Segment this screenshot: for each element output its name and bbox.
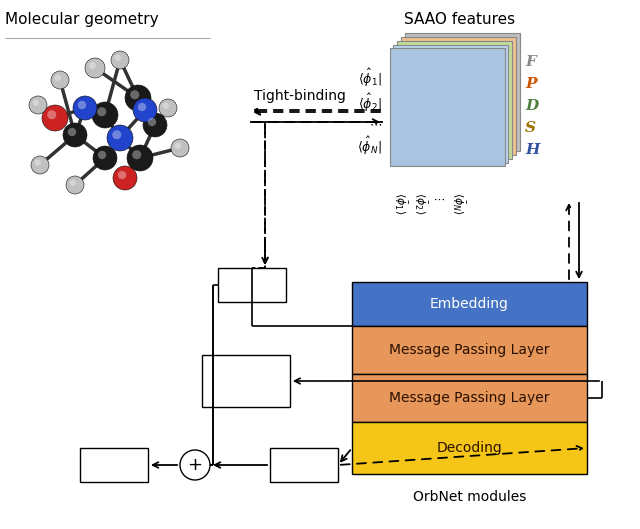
Circle shape [51, 71, 69, 89]
Circle shape [29, 96, 47, 114]
Text: P: P [525, 77, 536, 91]
Circle shape [97, 107, 106, 116]
Text: $+$: $+$ [188, 456, 203, 474]
Bar [270, 448, 338, 482]
Circle shape [143, 113, 167, 137]
Circle shape [33, 99, 39, 106]
Circle shape [31, 156, 49, 174]
Text: $\langle\bar{\phi}_N\rangle$: $\langle\bar{\phi}_N\rangle$ [450, 192, 466, 215]
Circle shape [63, 123, 87, 147]
Text: Tight-binding: Tight-binding [254, 89, 346, 103]
Text: $\vdots$: $\vdots$ [431, 192, 445, 200]
Circle shape [68, 128, 76, 136]
Circle shape [133, 98, 157, 122]
Text: Message Passing Layer: Message Passing Layer [389, 343, 550, 357]
Circle shape [78, 101, 86, 109]
Text: $E_{\mathrm{NN}}$: $E_{\mathrm{NN}}$ [291, 455, 317, 475]
Circle shape [159, 99, 177, 117]
Circle shape [138, 103, 146, 111]
Circle shape [163, 103, 169, 109]
Circle shape [112, 130, 122, 139]
Circle shape [73, 96, 97, 120]
Circle shape [125, 85, 151, 111]
Circle shape [70, 180, 76, 186]
Circle shape [180, 450, 210, 480]
Circle shape [107, 125, 133, 151]
Text: SAAO features: SAAO features [404, 12, 516, 27]
Bar [352, 422, 587, 474]
Bar [352, 374, 587, 422]
Text: Auxiliary
Targets: Auxiliary Targets [219, 367, 273, 395]
Bar [393, 45, 508, 163]
Text: D: D [525, 99, 538, 113]
Text: $\langle\bar{\phi}_1\rangle$: $\langle\bar{\phi}_1\rangle$ [392, 192, 408, 214]
Circle shape [132, 150, 141, 159]
Bar [352, 282, 587, 326]
Bar [202, 355, 290, 407]
Bar [397, 41, 512, 159]
Text: $\langle\bar{\phi}_2\rangle$: $\langle\bar{\phi}_2\rangle$ [412, 192, 428, 214]
Circle shape [175, 143, 181, 149]
Circle shape [47, 110, 56, 120]
Text: F: F [525, 55, 536, 69]
Bar [390, 48, 505, 166]
Bar [80, 448, 148, 482]
Circle shape [111, 51, 129, 69]
Text: Embedding: Embedding [430, 297, 509, 311]
Text: $\langle\hat{\phi}_N|$: $\langle\hat{\phi}_N|$ [357, 135, 382, 157]
Text: $\langle\hat{\phi}_1|$: $\langle\hat{\phi}_1|$ [358, 67, 382, 89]
Circle shape [42, 105, 68, 131]
Text: S: S [525, 121, 536, 135]
Circle shape [118, 171, 126, 179]
Text: H: H [525, 143, 540, 157]
Text: $E_{\mathrm{TB}}$: $E_{\mathrm{TB}}$ [239, 276, 264, 294]
Bar [218, 268, 286, 302]
Text: $\langle\hat{\phi}_2|$: $\langle\hat{\phi}_2|$ [358, 92, 382, 114]
Circle shape [130, 90, 140, 99]
Text: $\cdots$: $\cdots$ [369, 117, 382, 131]
Circle shape [54, 75, 61, 81]
Circle shape [35, 160, 41, 166]
Bar [352, 326, 587, 374]
Circle shape [171, 139, 189, 157]
Text: Molecular geometry: Molecular geometry [5, 12, 159, 27]
Circle shape [127, 145, 153, 171]
Circle shape [66, 176, 84, 194]
Circle shape [113, 166, 137, 190]
Bar [405, 33, 520, 151]
Circle shape [85, 58, 105, 78]
Circle shape [98, 151, 106, 159]
Text: OrbNet modules: OrbNet modules [413, 490, 526, 504]
Circle shape [89, 62, 96, 69]
Circle shape [148, 118, 156, 126]
Text: Message Passing Layer: Message Passing Layer [389, 391, 550, 405]
Circle shape [92, 102, 118, 128]
Circle shape [93, 146, 117, 170]
Text: Decoding: Decoding [436, 441, 502, 455]
Bar [401, 37, 516, 155]
Text: $E_{\mathrm{out}}$: $E_{\mathrm{out}}$ [100, 455, 129, 475]
Circle shape [115, 54, 121, 61]
